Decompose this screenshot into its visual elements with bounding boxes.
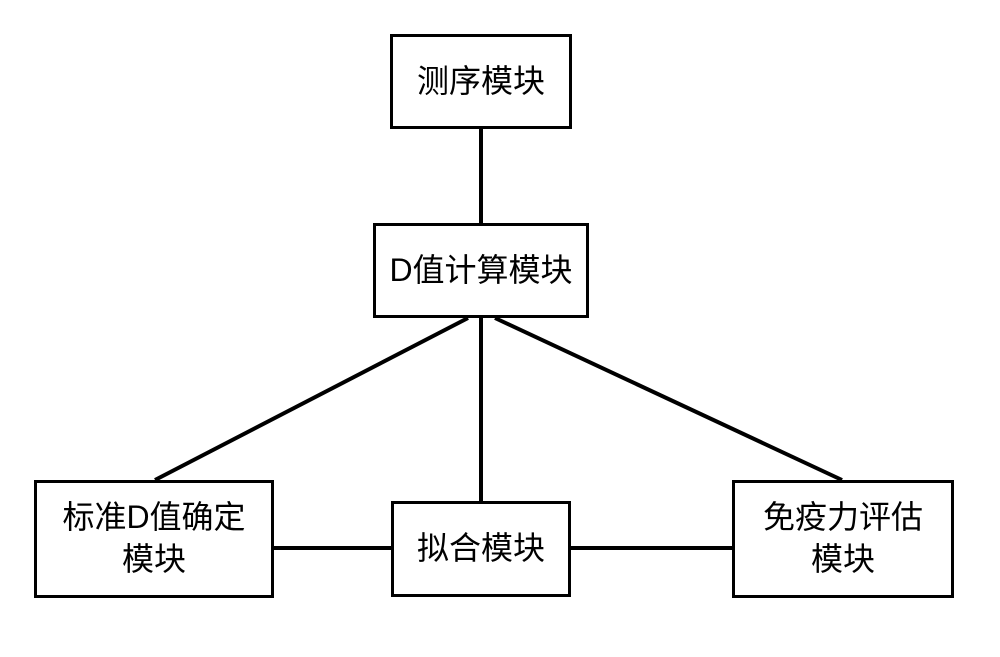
node-sequencing-module: 测序模块 <box>390 34 572 129</box>
node-standard-d-value-module: 标准D值确定模块 <box>34 480 274 598</box>
node-label: 拟合模块 <box>417 528 545 570</box>
node-immunity-assessment-module: 免疫力评估模块 <box>732 480 954 598</box>
node-label: D值计算模块 <box>389 250 572 292</box>
node-fitting-module: 拟合模块 <box>391 501 571 597</box>
edge-middle-bottomright <box>495 318 842 480</box>
node-label: 免疫力评估模块 <box>763 497 923 580</box>
node-label: 测序模块 <box>417 61 545 103</box>
node-d-value-calc-module: D值计算模块 <box>373 223 589 318</box>
node-label: 标准D值确定模块 <box>62 497 245 580</box>
edge-middle-bottomleft <box>155 318 468 480</box>
